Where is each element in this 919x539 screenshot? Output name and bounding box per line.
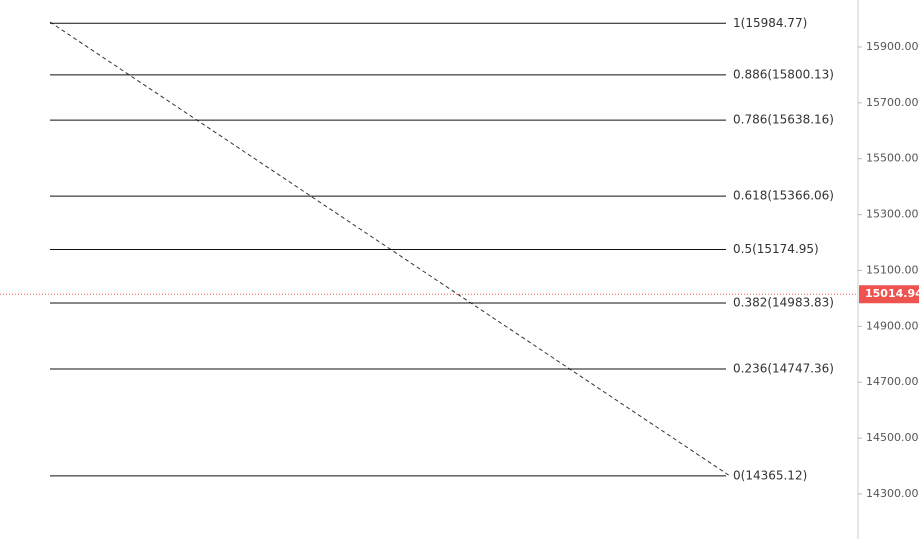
fib-label: 0.618(15366.06) <box>733 189 834 203</box>
fib-label: 0.382(14983.83) <box>733 295 834 309</box>
y-tick-label: 15300.00 <box>866 208 919 221</box>
y-tick-label: 14900.00 <box>866 319 919 332</box>
y-tick-label: 14300.00 <box>866 487 919 500</box>
y-tick-label: 15500.00 <box>866 152 919 165</box>
y-tick-label: 14500.00 <box>866 431 919 444</box>
y-tick-label: 15700.00 <box>866 96 919 109</box>
fib-label: 0.886(15800.13) <box>733 67 834 81</box>
fib-label: 0.5(15174.95) <box>733 242 819 256</box>
y-tick-label: 15900.00 <box>866 40 919 53</box>
fib-label: 0(14365.12) <box>733 468 807 482</box>
fib-label: 0.786(15638.16) <box>733 113 834 127</box>
last-price-label: 15014.94 <box>865 287 919 300</box>
fib-label: 1(15984.77) <box>733 16 807 30</box>
fib-label: 0.236(14747.36) <box>733 362 834 376</box>
trend-line <box>49 21 731 477</box>
price-axis: 14300.00 14500.00 14700.00 14900.00 15100.00… <box>858 40 919 500</box>
y-tick-label: 15100.00 <box>866 263 919 276</box>
y-tick-label: 14700.00 <box>866 375 919 388</box>
last-price-box <box>859 285 919 304</box>
